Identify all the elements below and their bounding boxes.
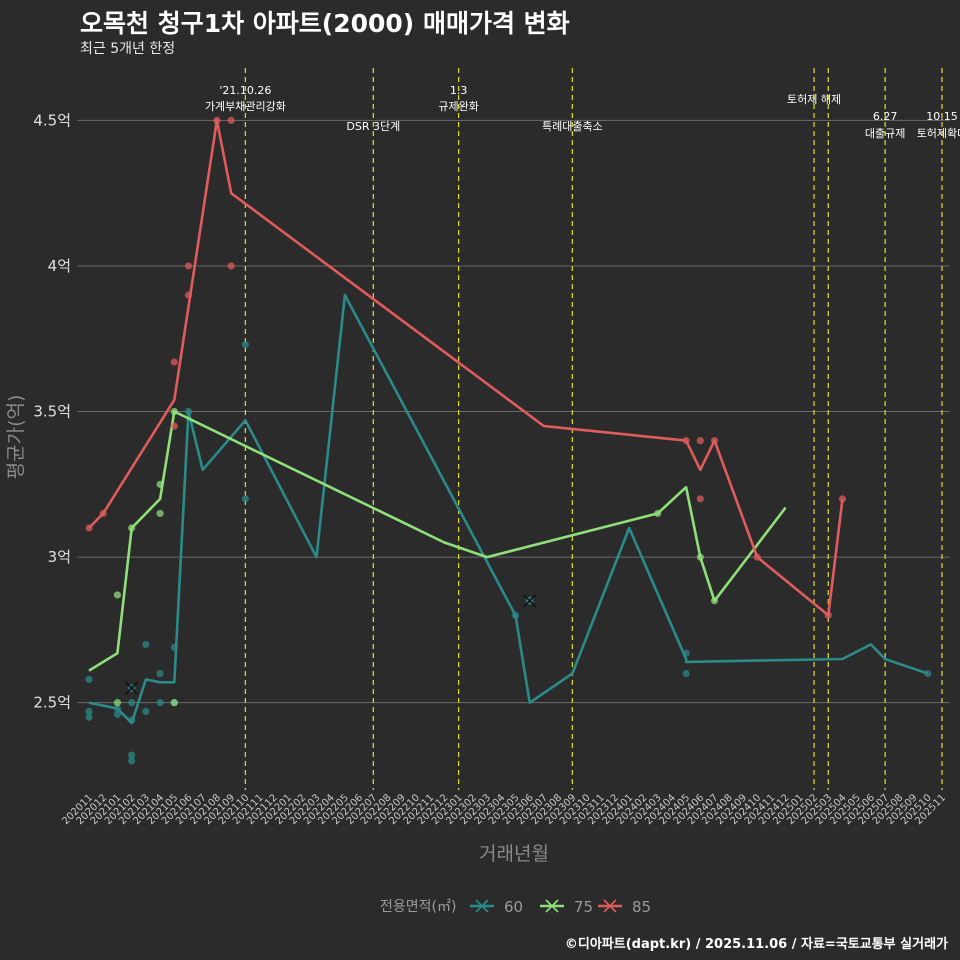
- legend-label-85: 85: [632, 898, 651, 916]
- data-point-60: [682, 669, 690, 678]
- event-label: 10.15: [926, 110, 958, 123]
- data-point-60: [682, 649, 690, 657]
- legend: 전용면적(㎡) 60 75 85: [380, 898, 651, 916]
- data-point-60: [85, 713, 93, 721]
- data-point-60: [85, 707, 93, 715]
- data-point-85: [824, 611, 832, 619]
- event-label: '21.10.26: [219, 84, 271, 97]
- y-tick-label: 3억: [48, 548, 71, 566]
- data-point-85: [85, 524, 93, 532]
- y-tick-label: 4.5억: [33, 111, 71, 129]
- data-point-60: [241, 495, 249, 503]
- data-point-85: [213, 116, 221, 125]
- event-label: 토허제확대: [917, 127, 960, 140]
- data-point-75: [710, 597, 719, 605]
- grid-layer: [77, 119, 950, 704]
- y-tick-label: 3.5억: [33, 403, 71, 421]
- series-line-75: [88, 410, 787, 672]
- data-point-75: [156, 480, 164, 488]
- legend-title: 전용면적(㎡): [380, 899, 456, 915]
- data-point-60: [511, 611, 520, 619]
- data-point-85: [184, 291, 193, 299]
- data-point-85: [184, 262, 193, 270]
- data-point-85: [170, 422, 178, 430]
- data-point-60: [170, 643, 178, 651]
- event-label: 특례대출축소: [542, 120, 603, 133]
- data-point-85: [838, 495, 847, 503]
- chart-subtitle: 최근 5개년 한정: [80, 41, 176, 57]
- data-point-75: [170, 407, 178, 416]
- data-point-75: [170, 699, 178, 707]
- data-point-60: [156, 699, 164, 707]
- cross-marker: [523, 594, 537, 608]
- data-point-60: [85, 675, 93, 683]
- data-point-85: [710, 437, 719, 445]
- data-point-75: [654, 509, 662, 518]
- series-layer: [85, 116, 932, 765]
- data-point-60: [142, 640, 150, 649]
- cross-marker: [125, 681, 139, 695]
- data-point-60: [241, 340, 249, 349]
- legend-label-60: 60: [504, 898, 523, 916]
- data-point-75: [156, 509, 164, 518]
- data-point-60: [142, 707, 150, 715]
- data-point-85: [696, 495, 704, 503]
- data-point-85: [227, 262, 235, 270]
- event-label: 규제완화: [438, 100, 478, 113]
- data-point-75: [128, 524, 136, 532]
- data-point-60: [156, 669, 164, 678]
- event-label: 대출규제: [865, 127, 905, 140]
- event-label: 토허제 해제: [787, 92, 841, 106]
- data-point-85: [753, 553, 761, 561]
- y-axis-title: 평균가(억): [5, 395, 27, 480]
- event-label: 가계부채관리강화: [205, 100, 286, 113]
- legend-key-cross-60: [475, 899, 489, 913]
- data-point-75: [696, 553, 704, 561]
- data-point-60: [113, 704, 122, 713]
- data-point-60: [128, 757, 136, 765]
- data-point-85: [682, 437, 690, 445]
- data-point-85: [227, 116, 235, 125]
- series-line-85: [88, 119, 844, 617]
- data-point-85: [170, 358, 178, 366]
- data-point-60: [113, 710, 122, 718]
- legend-key-cross-75: [545, 899, 559, 913]
- axis-layer: 거래년월 평균가(억) 2.5억3억3.5억4억4.5억202011202012…: [5, 111, 948, 865]
- event-label: DSR 3단계: [346, 120, 400, 133]
- y-tick-label: 4억: [48, 257, 71, 275]
- data-point-60: [184, 407, 193, 416]
- data-point-85: [99, 509, 107, 518]
- data-point-60: [128, 751, 136, 759]
- data-point-75: [113, 591, 122, 599]
- series-line-60: [88, 293, 929, 725]
- legend-label-75: 75: [574, 898, 593, 916]
- data-point-85: [696, 437, 704, 445]
- data-point-60: [924, 669, 932, 678]
- event-label: 6.27: [873, 110, 898, 123]
- source-caption: ©디아파트(dapt.kr) / 2025.11.06 / 자료=국토교통부 실…: [564, 937, 948, 952]
- event-label: 1.3: [450, 84, 468, 97]
- x-axis-title: 거래년월: [479, 843, 549, 865]
- y-tick-label: 2.5억: [33, 694, 71, 712]
- data-point-60: [128, 716, 136, 724]
- legend-key-cross-85: [603, 899, 617, 913]
- data-point-60: [128, 699, 136, 707]
- chart-title: 오목천 청구1차 아파트(2000) 매매가격 변화: [80, 9, 570, 38]
- data-point-75: [113, 699, 122, 707]
